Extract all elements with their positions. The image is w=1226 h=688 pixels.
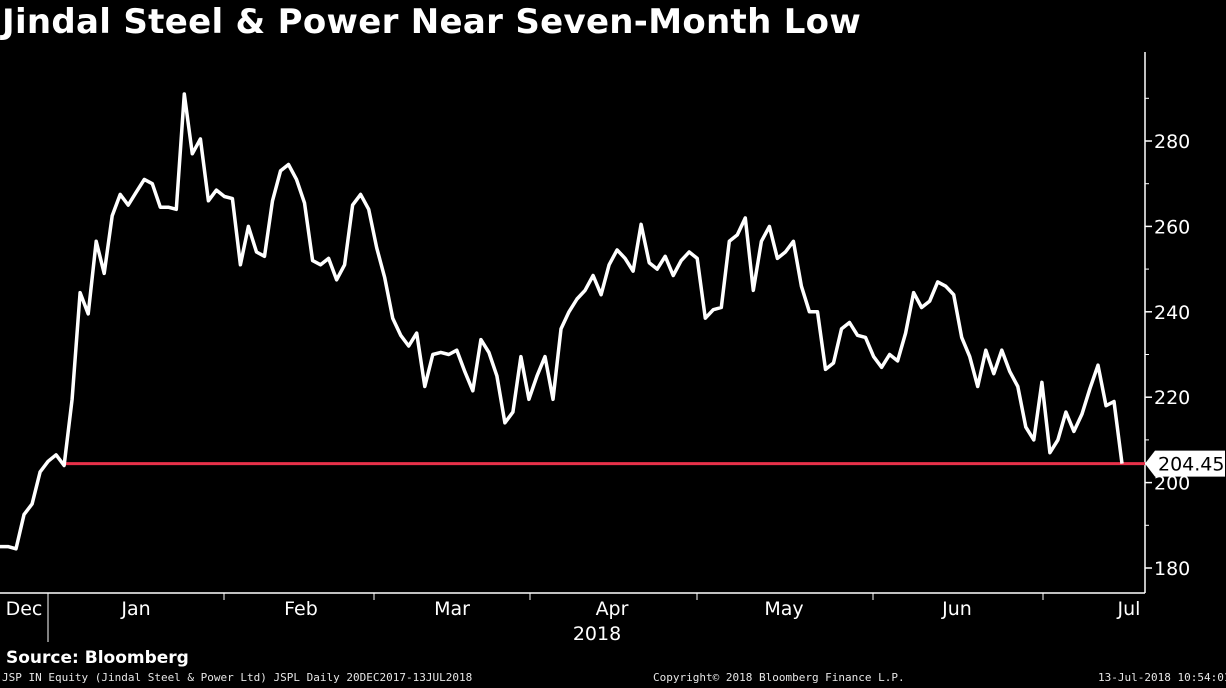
x-tick-label: Jun: [941, 598, 972, 620]
chart-title: Jindal Steel & Power Near Seven-Month Lo…: [2, 2, 862, 42]
x-tick-label: Jul: [1117, 598, 1141, 620]
footer-ticker-info: JSP IN Equity (Jindal Steel & Power Ltd)…: [2, 671, 473, 684]
axes: [0, 52, 1146, 594]
y-tick-label: 280: [1154, 131, 1190, 153]
x-ticks: Dec Jan Feb Mar Apr May Jun Jul: [6, 593, 1141, 642]
x-axis-year-label: 2018: [573, 623, 621, 645]
x-tick-label: Jan: [120, 598, 150, 620]
x-tick-label: May: [764, 598, 803, 620]
last-value-label: 204.45: [1145, 450, 1225, 477]
y-tick-label: 240: [1154, 302, 1190, 324]
last-value-text: 204.45: [1158, 454, 1224, 476]
footer-copyright: Copyright© 2018 Bloomberg Finance L.P.: [653, 671, 905, 684]
footer-timestamp: 13-Jul-2018 10:54:01: [1098, 671, 1226, 684]
y-tick-label: 180: [1154, 558, 1190, 580]
y-tick-label: 200: [1154, 473, 1190, 495]
x-tick-label: Dec: [6, 598, 43, 620]
x-tick-label: Apr: [596, 598, 629, 620]
last-value-box: [1145, 450, 1225, 477]
source-note: Source: Bloomberg: [6, 648, 189, 668]
price-series-line: [0, 92, 1124, 551]
x-tick-label: Mar: [434, 598, 470, 620]
y-tick-label: 260: [1154, 216, 1190, 238]
y-tick-label: 220: [1154, 387, 1190, 409]
x-tick-label: Feb: [284, 598, 318, 620]
y-ticks: 180 200 220 240 260 280: [1145, 97, 1190, 580]
